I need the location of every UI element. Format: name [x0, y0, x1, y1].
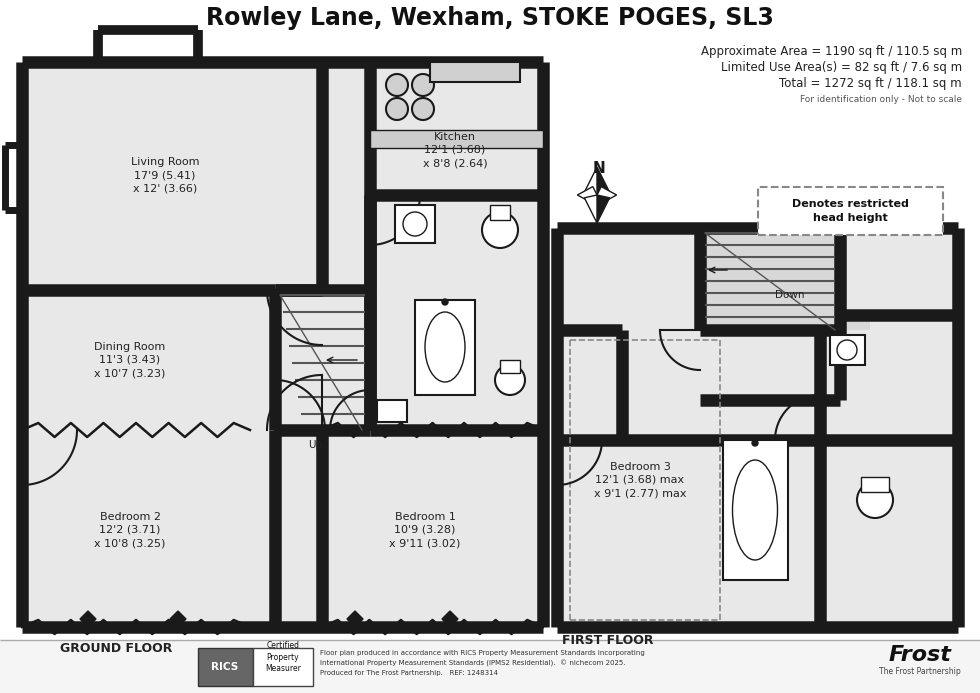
Text: Kitchen
12'1 (3.68)
x 8'8 (2.64): Kitchen 12'1 (3.68) x 8'8 (2.64): [422, 132, 487, 168]
Bar: [322, 430, 543, 627]
Polygon shape: [584, 167, 597, 195]
Circle shape: [495, 365, 525, 395]
Polygon shape: [170, 611, 186, 627]
Text: Bedroom 3
12'1 (3.68) max
x 9'1 (2.77) max: Bedroom 3 12'1 (3.68) max x 9'1 (2.77) m…: [594, 462, 686, 498]
Bar: [840, 228, 958, 315]
Polygon shape: [80, 611, 96, 627]
Polygon shape: [347, 611, 363, 627]
Bar: [98, 30, 198, 62]
Text: Dining Room
11'3 (3.43)
x 10'7 (3.23): Dining Room 11'3 (3.43) x 10'7 (3.23): [94, 342, 166, 378]
Text: FIRST FLOOR: FIRST FLOOR: [562, 633, 654, 647]
Text: Denotes restricted
head height: Denotes restricted head height: [792, 199, 908, 223]
Bar: [723, 440, 788, 580]
Text: Living Room
17'9 (5.41)
x 12' (3.66): Living Room 17'9 (5.41) x 12' (3.66): [130, 157, 199, 193]
Text: Limited Use Area(s) = 82 sq ft / 7.6 sq m: Limited Use Area(s) = 82 sq ft / 7.6 sq …: [721, 62, 962, 75]
Bar: [0, 640, 980, 693]
Bar: [557, 228, 958, 627]
Text: Bedroom 2
12'2 (3.71)
x 10'8 (3.25): Bedroom 2 12'2 (3.71) x 10'8 (3.25): [94, 512, 166, 548]
Polygon shape: [584, 195, 597, 223]
Text: Total = 1272 sq ft / 118.1 sq m: Total = 1272 sq ft / 118.1 sq m: [779, 78, 962, 91]
Bar: [22, 430, 275, 627]
Bar: [700, 228, 870, 330]
Bar: [370, 62, 543, 195]
Text: N: N: [593, 161, 606, 176]
Bar: [490, 205, 510, 220]
Bar: [430, 62, 520, 82]
Text: Rowley Lane, Wexham, STOKE POGES, SL3: Rowley Lane, Wexham, STOKE POGES, SL3: [206, 6, 774, 30]
Bar: [370, 130, 543, 148]
Text: International Property Measurement Standards (IPMS2 Residential).  © nichecom 20: International Property Measurement Stand…: [320, 660, 625, 667]
Bar: [275, 290, 370, 430]
Circle shape: [412, 98, 434, 120]
Text: Frost: Frost: [889, 645, 952, 665]
Bar: [830, 335, 865, 365]
Polygon shape: [597, 186, 616, 204]
Bar: [415, 300, 475, 395]
Text: Floor plan produced in accordance with RICS Property Measurement Standards incor: Floor plan produced in accordance with R…: [320, 650, 645, 656]
Polygon shape: [597, 167, 610, 195]
Bar: [253, 648, 313, 686]
Text: Down: Down: [775, 290, 805, 300]
Circle shape: [386, 98, 408, 120]
Text: GROUND FLOOR: GROUND FLOOR: [60, 642, 172, 654]
Circle shape: [837, 340, 857, 360]
Text: Certified
Property
Measurer: Certified Property Measurer: [265, 642, 301, 673]
Text: Produced for The Frost Partnership.   REF: 1248314: Produced for The Frost Partnership. REF:…: [320, 670, 498, 676]
Polygon shape: [442, 611, 458, 627]
Ellipse shape: [425, 312, 465, 382]
Bar: [395, 205, 435, 243]
Bar: [370, 195, 543, 430]
Circle shape: [403, 212, 427, 236]
Bar: [22, 290, 275, 430]
Bar: [198, 648, 253, 686]
Text: The Frost Partnership: The Frost Partnership: [879, 667, 960, 676]
Circle shape: [482, 212, 518, 248]
Bar: [275, 430, 322, 490]
FancyBboxPatch shape: [758, 187, 943, 235]
Bar: [322, 62, 370, 290]
Polygon shape: [597, 195, 610, 223]
Text: Up: Up: [308, 440, 322, 450]
Bar: [22, 62, 322, 290]
Text: RICS: RICS: [212, 662, 238, 672]
Bar: [861, 477, 889, 492]
Circle shape: [857, 482, 893, 518]
Bar: [5, 145, 22, 210]
Text: For identification only - Not to scale: For identification only - Not to scale: [800, 96, 962, 105]
Ellipse shape: [732, 460, 777, 560]
Circle shape: [442, 299, 448, 305]
Circle shape: [412, 74, 434, 96]
Circle shape: [386, 74, 408, 96]
Bar: [500, 360, 520, 373]
Circle shape: [752, 440, 758, 446]
Polygon shape: [577, 186, 597, 204]
Text: Approximate Area = 1190 sq ft / 110.5 sq m: Approximate Area = 1190 sq ft / 110.5 sq…: [701, 46, 962, 58]
Text: Bedroom 1
10'9 (3.28)
x 9'11 (3.02): Bedroom 1 10'9 (3.28) x 9'11 (3.02): [389, 512, 461, 548]
Bar: [377, 400, 407, 422]
Bar: [275, 430, 322, 627]
